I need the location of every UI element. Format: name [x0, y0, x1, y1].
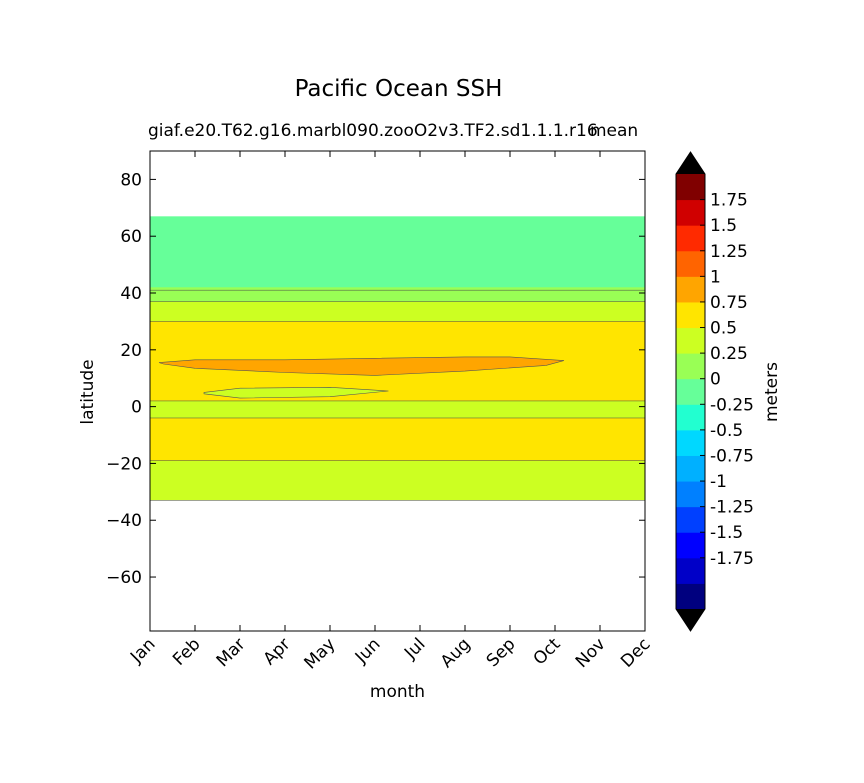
colorbar-tick-label: -0.75: [710, 446, 754, 466]
colorbar-tick-label: 0.25: [710, 344, 748, 364]
contour-band: [150, 287, 645, 302]
x-tick-label: Mar: [213, 634, 250, 671]
colorbar-tick-label: -0.25: [710, 395, 754, 415]
colorbar-bin: [676, 455, 705, 482]
colorbar-bin: [676, 225, 705, 252]
colorbar-extend-top: [676, 152, 705, 174]
axes-frame: [149, 150, 646, 632]
colorbar: 1.75 1.5 1.25 1 0.75 0.5 0.25 0 -0.25 -0.5 -0.75 -1…: [675, 151, 754, 632]
colorbar-outline: [675, 151, 706, 632]
x-tick-label: Feb: [169, 634, 204, 669]
contour-fills: [150, 216, 645, 501]
x-tick-label: Oct: [530, 634, 565, 669]
colorbar-bin: [676, 327, 705, 354]
colorbar-bin: [676, 174, 705, 201]
x-tick-label: Dec: [617, 634, 654, 671]
colorbar-tick-label: 0.5: [710, 319, 737, 339]
contour-band: [150, 417, 645, 461]
colorbar-bin: [676, 404, 705, 431]
colorbar-tick-label: 0.75: [710, 293, 748, 313]
y-tick-label: 20: [120, 341, 142, 361]
colorbar-bin: [676, 301, 705, 329]
colorbar-extend-bottom: [676, 609, 705, 631]
colorbar-tick-label: 1.25: [710, 242, 748, 262]
colorbar-bin: [676, 532, 705, 559]
colorbar-bin: [676, 506, 705, 533]
colorbar-tick-label: -1.75: [710, 549, 754, 569]
y-tick-label: 0: [131, 398, 142, 418]
colorbar-bin: [676, 250, 705, 277]
y-tick-label: 80: [120, 170, 142, 190]
x-tick-label: Jun: [351, 634, 385, 668]
y-tick-label: 40: [120, 284, 142, 304]
y-axis-ticks: 80 60 40 20 0 −20 −40 −60: [106, 170, 645, 588]
colorbar-bin: [676, 429, 705, 456]
colorbar-tick-label: 0: [710, 370, 721, 390]
x-tick-label: Aug: [437, 634, 475, 672]
colorbar-tick-label: 1: [710, 267, 721, 287]
chart-subtitle-case: giaf.e20.T62.g16.marbl090.zooO2v3.TF2.sd…: [148, 121, 598, 141]
colorbar-tick-label: -1.25: [710, 498, 754, 518]
contour-band: [150, 400, 645, 418]
colorbar-bin: [676, 583, 705, 610]
chart-title: Pacific Ocean SSH: [294, 76, 503, 102]
colorbar-bin: [676, 557, 705, 584]
contour-band: [150, 216, 645, 291]
x-tick-label: Jan: [126, 634, 159, 667]
x-tick-label: Sep: [483, 634, 520, 671]
contour-band: [150, 460, 645, 501]
x-axis-label: month: [369, 682, 426, 702]
colorbar-tick-label: 1.75: [710, 191, 748, 211]
colorbar-tick-label: -0.5: [710, 421, 743, 441]
colorbar-label: meters: [762, 362, 782, 422]
y-axis-label: latitude: [78, 359, 98, 425]
colorbar-tick-label: 1.5: [710, 216, 737, 236]
x-tick-label: Jul: [400, 634, 429, 663]
x-tick-label: May: [301, 634, 340, 673]
colorbar-bin: [676, 378, 705, 405]
colorbar-bin: [676, 199, 705, 226]
contour-band: [203, 386, 389, 399]
y-tick-label: −60: [106, 568, 142, 588]
contour-band: [150, 301, 645, 322]
chart-subtitle-stat: mean: [590, 121, 639, 141]
y-tick-label: −40: [106, 511, 142, 531]
colorbar-bin: [676, 353, 705, 380]
y-tick-label: 60: [120, 227, 142, 247]
x-tick-label: Nov: [572, 634, 610, 672]
colorbar-bin: [676, 481, 705, 508]
x-tick-label: Apr: [260, 634, 295, 669]
contour-lines: [150, 289, 645, 501]
colorbar-bin: [676, 276, 705, 303]
contour-band: [158, 356, 565, 376]
y-tick-label: −20: [106, 454, 142, 474]
colorbar-tick-label: -1: [710, 472, 727, 492]
colorbar-tick-label: -1.5: [710, 523, 743, 543]
